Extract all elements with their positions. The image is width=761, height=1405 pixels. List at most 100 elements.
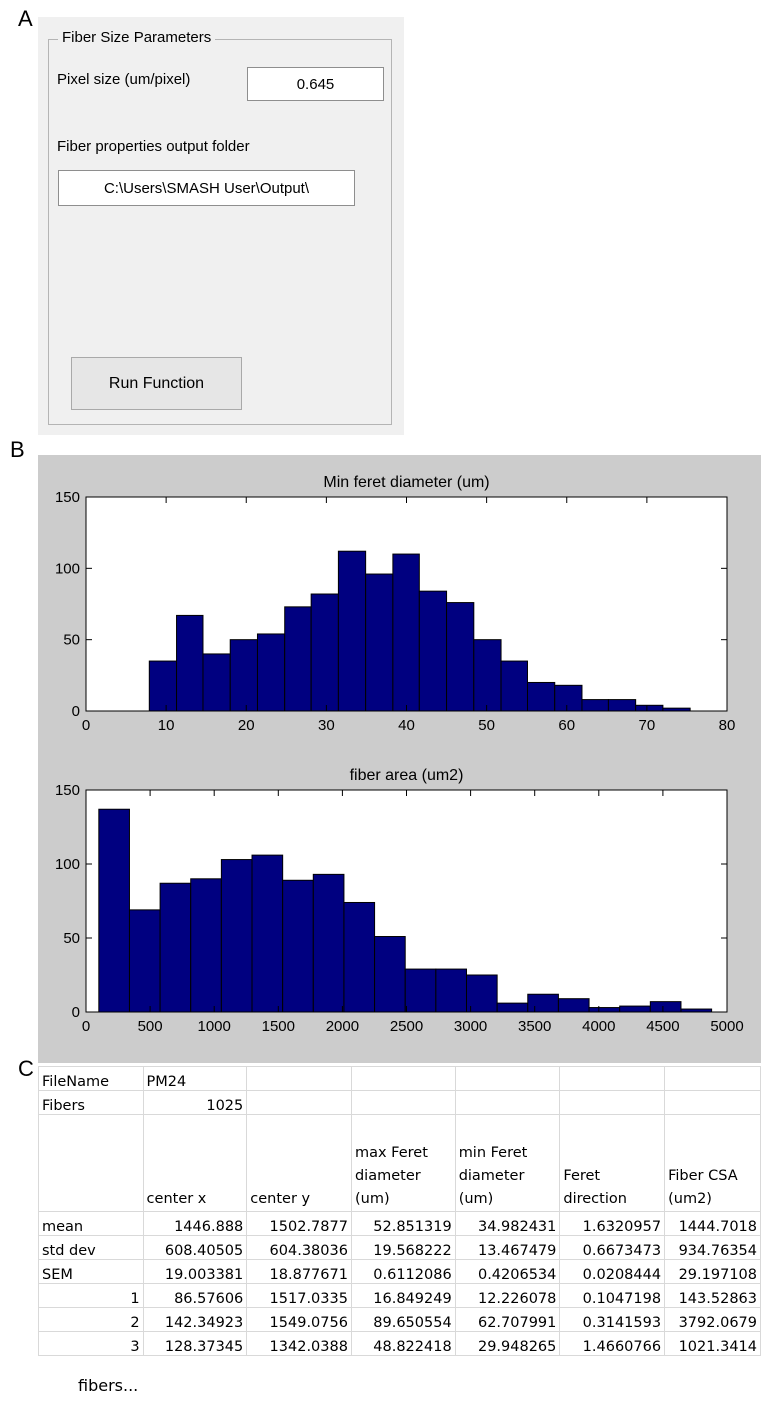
chart1-bar-4: [229, 639, 258, 712]
sheet-cell[interactable]: 143.52863: [664, 1283, 761, 1308]
chart2-bar-14: [496, 1002, 529, 1013]
sheet-cell[interactable]: 52.851319: [350, 1211, 456, 1236]
chart2-bar-8: [312, 873, 345, 1013]
sheet-cell[interactable]: 1025: [142, 1090, 248, 1115]
sheet-cell[interactable]: FileName: [38, 1066, 144, 1091]
sheet-cell[interactable]: 1446.888: [142, 1211, 248, 1236]
chart1-ytick-label: 100: [55, 560, 80, 577]
sheet-cell[interactable]: PM24: [142, 1066, 248, 1091]
sheet-cell[interactable]: 0.1047198: [559, 1283, 666, 1308]
sheet-cell[interactable]: 34.982431: [454, 1211, 561, 1236]
sheet-cell[interactable]: 19.568222: [350, 1235, 456, 1260]
sheet-cell[interactable]: 1.6320957: [559, 1211, 666, 1236]
panel-letter-c: C: [18, 1056, 34, 1081]
sheet-cell[interactable]: std dev: [38, 1235, 144, 1260]
sheet-cell[interactable]: [559, 1066, 666, 1091]
sheet-cell[interactable]: 0.3141593: [559, 1307, 666, 1332]
sheet-row: FileName PM24: [38, 1066, 761, 1091]
sheet-cell[interactable]: 1549.0756: [246, 1307, 352, 1332]
output-folder-input[interactable]: C:\Users\SMASH User\Output\: [58, 170, 355, 206]
chart1-bar-15: [526, 681, 556, 712]
sheet-cell[interactable]: 604.38036: [246, 1235, 352, 1260]
chart2-xtick-label: 2000: [326, 1018, 359, 1035]
sheet-cell[interactable]: 1342.0388: [246, 1331, 352, 1356]
chart2-bar-2: [128, 909, 161, 1013]
sheet-cell[interactable]: 0.6112086: [350, 1259, 456, 1284]
sheet-cell[interactable]: [350, 1090, 456, 1115]
sheet-cell[interactable]: 19.003381: [142, 1259, 248, 1284]
sheet-cell[interactable]: 29.197108: [664, 1259, 761, 1284]
chart1-bar-2: [176, 614, 204, 712]
sheet-header-cell[interactable]: center x: [142, 1114, 248, 1212]
sheet-cell[interactable]: 89.650554: [350, 1307, 456, 1332]
sheet-cell[interactable]: 86.57606: [142, 1283, 248, 1308]
sheet-cell[interactable]: 3792.0679: [664, 1307, 761, 1332]
sheet-cell[interactable]: 934.76354: [664, 1235, 761, 1260]
sheet-cell[interactable]: [246, 1090, 352, 1115]
sheet-cell[interactable]: [454, 1090, 561, 1115]
sheet-cell[interactable]: 0.4206534: [454, 1259, 561, 1284]
chart1-bar-5: [256, 633, 286, 712]
chart1-xtick-label: 20: [238, 717, 255, 734]
chart1-bar-7: [310, 593, 339, 712]
run-function-button[interactable]: Run Function: [71, 357, 242, 410]
chart2-bar-13: [465, 974, 498, 1013]
chart1-xtick-label: 0: [82, 717, 90, 734]
sheet-cell[interactable]: 1.4660766: [559, 1331, 666, 1356]
sheet-cell[interactable]: 1444.7018: [664, 1211, 761, 1236]
sheet-cell[interactable]: 12.226078: [454, 1283, 561, 1308]
chart2-bar-9: [343, 901, 376, 1013]
sheet-cell[interactable]: mean: [38, 1211, 144, 1236]
sheet-row: std dev 608.40505 604.38036 19.568222 13.467…: [38, 1235, 761, 1260]
sheet-cell[interactable]: 18.877671: [246, 1259, 352, 1284]
chart2-xtick-label: 3500: [518, 1018, 551, 1035]
sheet-cell[interactable]: 128.37345: [142, 1331, 248, 1356]
chart1-bar-17: [581, 699, 609, 712]
sheet-cell[interactable]: 142.34923: [142, 1307, 248, 1332]
sheet-cell[interactable]: 13.467479: [454, 1235, 561, 1260]
chart1-bar-19: [635, 704, 664, 712]
sheet-cell[interactable]: 1021.3414: [664, 1331, 761, 1356]
sheet-cell[interactable]: SEM: [38, 1259, 144, 1284]
chart2-ytick-label: 0: [72, 1004, 80, 1021]
sheet-header-cell[interactable]: Fiber CSA (um2): [664, 1114, 761, 1212]
chart2-bar-7: [282, 879, 314, 1013]
chart2-xtick-label: 4500: [646, 1018, 679, 1035]
sheet-cell[interactable]: 1: [38, 1283, 144, 1308]
chart1-bar-13: [473, 639, 502, 712]
pixel-size-input[interactable]: 0.645: [247, 67, 384, 101]
chart1-ytick-label: 150: [55, 489, 80, 506]
chart1-bar-12: [446, 602, 475, 712]
chart2-xtick-label: 0: [82, 1018, 90, 1035]
sheet-cell[interactable]: 29.948265: [454, 1331, 561, 1356]
sheet-cell[interactable]: 1502.7877: [246, 1211, 352, 1236]
chart1-ytick-label: 0: [72, 703, 80, 720]
sheet-header-cell[interactable]: min Feret diameter (um): [454, 1114, 561, 1212]
sheet-header-cell[interactable]: max Feret diameter (um): [350, 1114, 456, 1212]
chart2-bar-4: [190, 878, 222, 1013]
sheet-cell[interactable]: Fibers: [38, 1090, 144, 1115]
sheet-header-cell[interactable]: center y: [246, 1114, 352, 1212]
sheet-cell[interactable]: 48.822418: [350, 1331, 456, 1356]
sheet-header-cell[interactable]: Feret direction: [559, 1114, 666, 1212]
sheet-cell[interactable]: 2: [38, 1307, 144, 1332]
sheet-cell[interactable]: [559, 1090, 666, 1115]
fiber-size-parameters-groupbox: [48, 39, 392, 425]
chart1-bar-1: [148, 660, 178, 712]
sheet-cell[interactable]: 608.40505: [142, 1235, 248, 1260]
sheet-cell[interactable]: [664, 1066, 761, 1091]
sheet-cell[interactable]: [246, 1066, 352, 1091]
sheet-header-cell[interactable]: [38, 1114, 144, 1212]
histogram-figure: 0 10 20 30 40 50 60 70 80 0 50 100 150 Min feret diam…: [38, 455, 761, 1063]
sheet-cell[interactable]: 0.0208444: [559, 1259, 666, 1284]
panel-letter-b: B: [10, 437, 25, 462]
sheet-cell[interactable]: [664, 1090, 761, 1115]
sheet-cell[interactable]: 62.707991: [454, 1307, 561, 1332]
sheet-cell[interactable]: 3: [38, 1331, 144, 1356]
sheet-cell[interactable]: 16.849249: [350, 1283, 456, 1308]
sheet-cell[interactable]: 0.6673473: [559, 1235, 666, 1260]
sheet-cell[interactable]: 1517.0335: [246, 1283, 352, 1308]
chart2-bar-1: [98, 808, 130, 1013]
sheet-cell[interactable]: [350, 1066, 456, 1091]
sheet-cell[interactable]: [454, 1066, 561, 1091]
